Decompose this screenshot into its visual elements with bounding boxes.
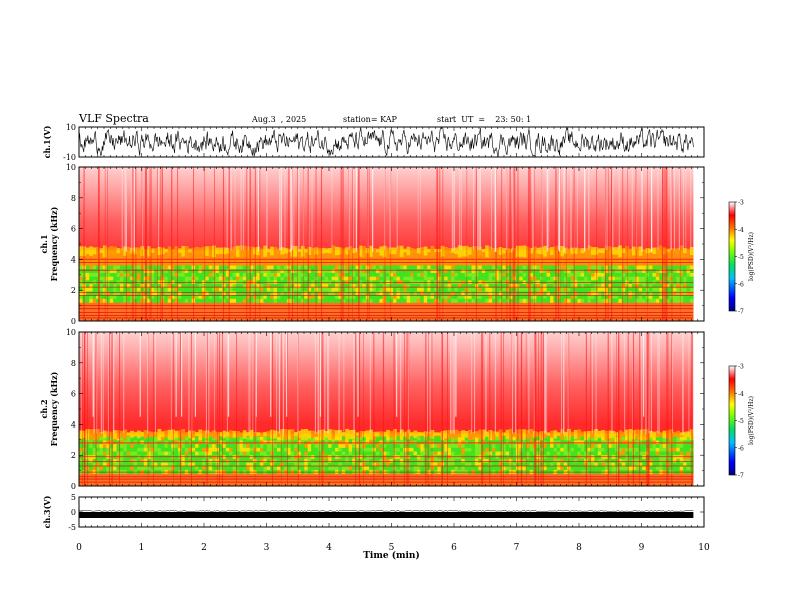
- ch3-waveform: [79, 512, 694, 518]
- ch1-wave-tick-label: 10: [66, 123, 76, 132]
- ch2-spec-tick-label: 4: [71, 420, 76, 429]
- chart-title: VLF Spectra: [79, 112, 149, 125]
- ch1-colorbar: [728, 201, 736, 312]
- low-frequency-band: [79, 473, 694, 486]
- ch1-spec-tick-label: 6: [71, 225, 76, 234]
- ch1-colorbar-label: log(PSD)(V²/Hz): [748, 232, 755, 281]
- ch1-spec-tick-label: 0: [71, 317, 76, 326]
- x-tick-label: 6: [451, 543, 457, 553]
- ch1-wave-tick-label: -10: [63, 153, 76, 162]
- ch2-spec-ylabel: ch.2: [39, 399, 49, 418]
- ch1-spectrogram: [79, 167, 694, 321]
- x-tick-label: 10: [698, 543, 710, 553]
- ch2-spectrogram: [79, 332, 694, 486]
- date-label: Aug.3 , 2025: [252, 115, 307, 124]
- ch3-wave-ylabel: ch.3(V): [42, 495, 52, 528]
- start-time-label: start UT = 23: 50: 1: [437, 115, 532, 124]
- ch2-colorbar-label: log(PSD)(V²/Hz): [748, 396, 755, 445]
- ch3-wave-tick-label: -5: [68, 523, 76, 532]
- station-label: station= KAP: [343, 115, 397, 124]
- ch1-spec-ylabel: ch.1: [39, 234, 49, 253]
- ch2-spec-tick-label: 2: [71, 451, 76, 460]
- ch1-spec-tick-label: 10: [66, 163, 76, 172]
- ch2-colorbar: [728, 365, 736, 476]
- ch1-colorbar-tick-label: -3: [738, 200, 744, 207]
- ch1-colorbar-tick-label: -4: [738, 227, 744, 234]
- x-tick-label: 8: [576, 543, 582, 553]
- ch2-spec-tick-label: 10: [66, 328, 76, 337]
- ch3-wave-tick-label: 0: [71, 508, 76, 517]
- x-tick-label: 2: [201, 543, 207, 553]
- x-tick-label: 3: [264, 543, 270, 553]
- ch3-wave-tick-label: 5: [71, 493, 76, 502]
- ch1-wave-ylabel: ch.1(V): [42, 125, 52, 158]
- low-frequency-band: [79, 302, 694, 321]
- ch2-spec-ylabel-freq: Frequency (kHz): [49, 371, 59, 446]
- ch1-spec-ylabel-freq: Frequency (kHz): [49, 206, 59, 281]
- ch2-spec-tick-label: 0: [71, 482, 76, 491]
- ch1-spec-tick-label: 8: [71, 194, 76, 203]
- ch1-colorbar-tick-label: -6: [738, 281, 744, 288]
- x-tick-label: 4: [326, 543, 332, 553]
- ch2-colorbar-tick-label: -7: [738, 473, 744, 480]
- x-tick-label: 1: [139, 543, 145, 553]
- x-tick-label: 0: [76, 543, 82, 553]
- ch2-colorbar-tick-label: -4: [738, 391, 744, 398]
- ch2-spec-tick-label: 6: [71, 390, 76, 399]
- ch2-spec-tick-label: 8: [71, 359, 76, 368]
- ch3-waveform-envelope: [78, 510, 694, 512]
- ch1-spec-tick-label: 2: [71, 286, 76, 295]
- ch2-colorbar-tick-label: -6: [738, 445, 744, 452]
- x-axis-label: Time (min): [363, 550, 420, 561]
- ch1-colorbar-tick-label: -7: [738, 309, 744, 316]
- ch2-colorbar-tick-label: -5: [738, 418, 744, 425]
- ch1-colorbar-tick-label: -5: [738, 254, 744, 261]
- x-tick-label: 7: [514, 543, 520, 553]
- ch1-waveform: [78, 126, 694, 157]
- x-tick-label: 9: [639, 543, 645, 553]
- ch1-spec-tick-label: 4: [71, 255, 76, 264]
- x-tick-label: 5: [389, 543, 395, 553]
- ch2-colorbar-tick-label: -3: [738, 364, 744, 371]
